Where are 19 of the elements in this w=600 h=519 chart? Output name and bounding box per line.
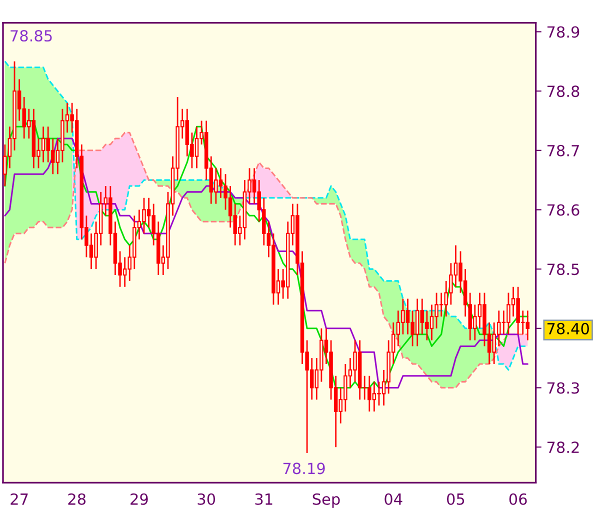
x-tick-label: 31	[255, 493, 272, 505]
y-tick-label: 78.6	[547, 204, 580, 216]
x-tick-label: 29	[130, 493, 148, 505]
y-tick-label: 78.2	[547, 442, 579, 454]
x-tick-label: 05	[447, 493, 464, 505]
y-tick-label: 78.7	[547, 144, 579, 156]
x-tick-label: 06	[509, 493, 527, 505]
x-tick-label: 27	[10, 493, 28, 505]
y-tick-label: 78.3	[547, 382, 580, 394]
y-tick-label: 78.40	[547, 322, 589, 334]
y-tick-label: 78.9	[547, 26, 580, 38]
y-tick-label: 78.8	[547, 86, 580, 98]
x-tick-label: Sep	[312, 493, 340, 508]
x-tick-label: 30	[198, 493, 216, 505]
annotation: 78.85	[10, 30, 52, 42]
y-tick-label: 78.5	[547, 264, 579, 276]
x-tick-label: 28	[68, 493, 86, 505]
x-tick-label: 04	[384, 493, 402, 505]
annotation: 78.19	[283, 462, 325, 474]
